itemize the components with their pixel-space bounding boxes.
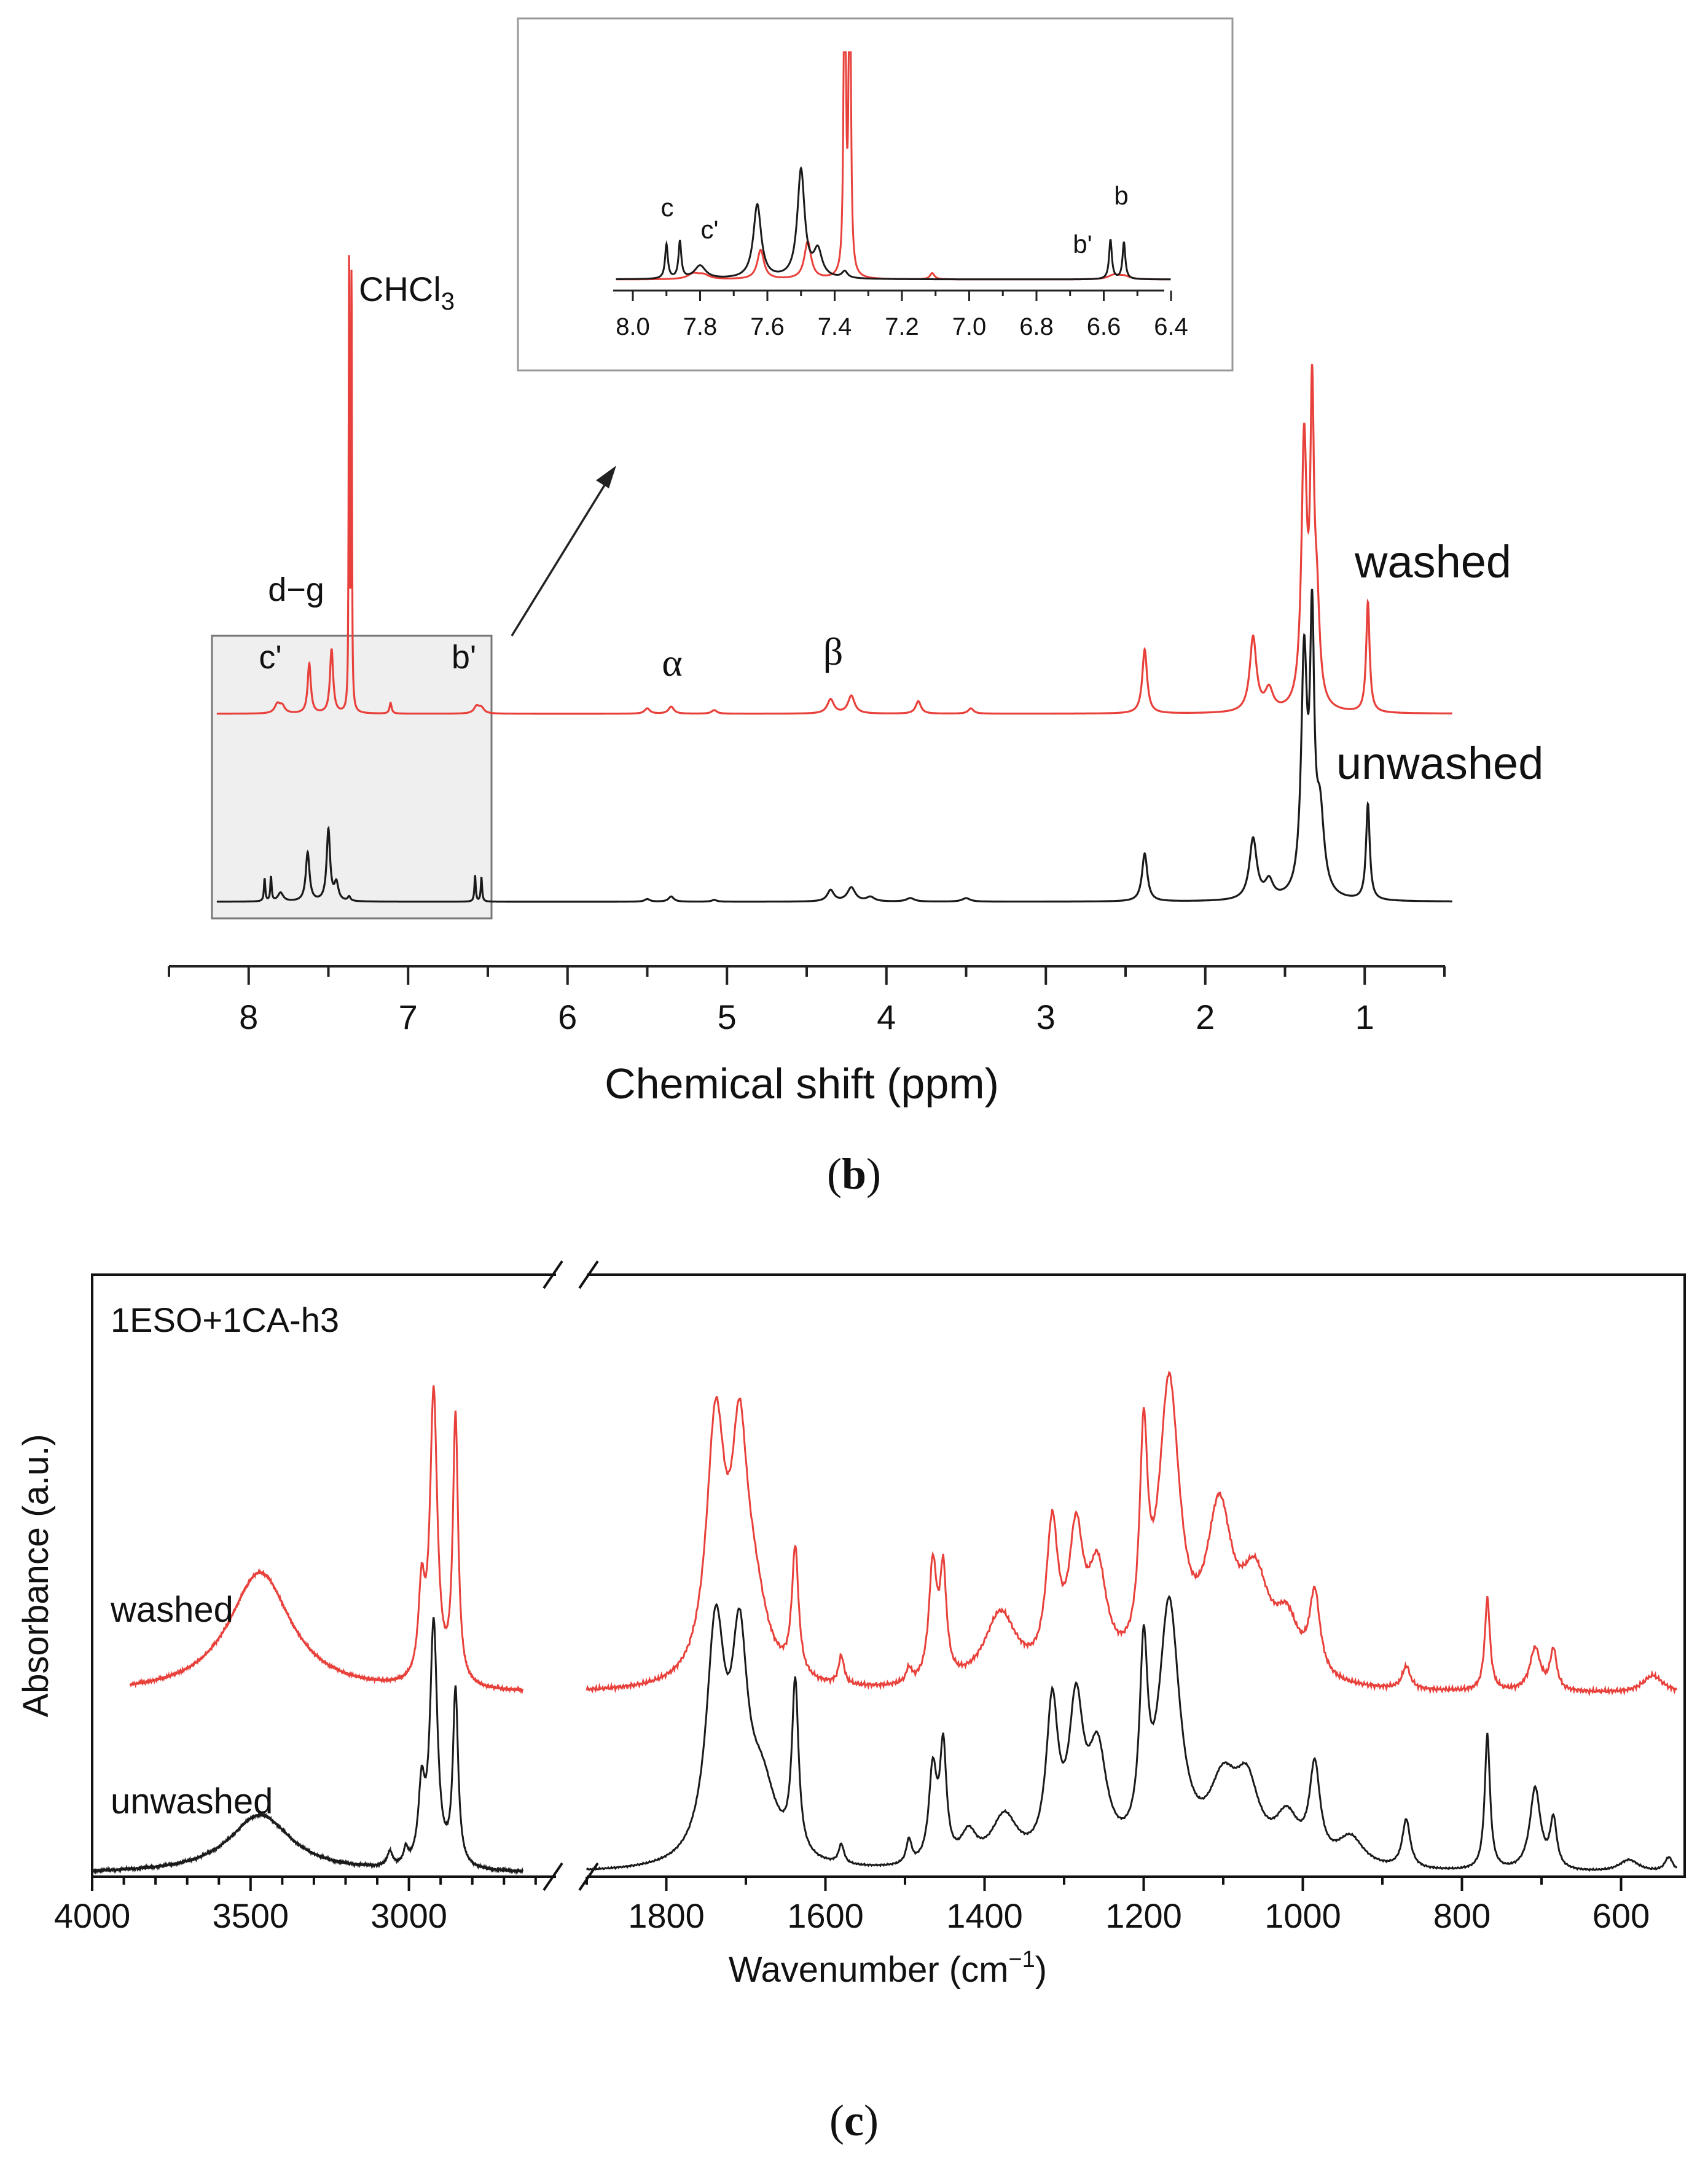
nmr-series-label-unwashed: unwashed bbox=[1336, 738, 1543, 789]
ftir-tick-label: 800 bbox=[1433, 1896, 1491, 1935]
inset-tick-label: 7.4 bbox=[818, 313, 852, 340]
ftir-tick-label: 4000 bbox=[54, 1896, 131, 1935]
ftir-sample-title: 1ESO+1CA-h3 bbox=[111, 1300, 339, 1339]
nmr-x-axis-label: Chemical shift (ppm) bbox=[605, 1060, 999, 1108]
inset-arrow-head bbox=[596, 466, 616, 488]
panel-label-c: (c) bbox=[829, 2096, 879, 2145]
ftir-tick-label: 1800 bbox=[628, 1896, 705, 1935]
ftir-tick-label: 3500 bbox=[213, 1896, 289, 1935]
inset-tick-label: 7.2 bbox=[885, 313, 919, 340]
inset-tick-label: 7.8 bbox=[683, 313, 718, 340]
ftir-y-axis-label: Absorbance (a.u.) bbox=[16, 1434, 56, 1717]
nmr-label-c-prime: c' bbox=[259, 639, 281, 676]
inset-tick-label: 7.0 bbox=[952, 313, 987, 340]
nmr-label-chcl3: CHCl3 bbox=[359, 270, 455, 315]
inset-tick-label: 6.6 bbox=[1087, 313, 1121, 340]
nmr-tick-label: 8 bbox=[239, 998, 258, 1036]
nmr-x-ticks bbox=[168, 966, 1446, 985]
nmr-tick-label: 4 bbox=[877, 998, 896, 1036]
ftir-unwashed-line-right bbox=[586, 1595, 1678, 1872]
ftir-x-axis-label: Wavenumber (cm−1) bbox=[729, 1947, 1047, 1990]
ftir-frame bbox=[91, 1273, 1686, 1878]
inset-tick-label: 6.8 bbox=[1019, 313, 1054, 340]
inset-arrow bbox=[511, 479, 609, 636]
ftir-washed-line-right bbox=[586, 1370, 1678, 1697]
ftir-unwashed-line-left bbox=[92, 1617, 524, 1875]
nmr-x-tick-labels: 8 7 6 5 4 3 2 1 bbox=[239, 998, 1374, 1036]
inset-label-b-prime: b' bbox=[1073, 230, 1092, 259]
ftir-break-mark-bottom-2 bbox=[578, 1862, 599, 1891]
ftir-tick-label: 1000 bbox=[1264, 1896, 1341, 1935]
nmr-tick-label: 3 bbox=[1036, 998, 1056, 1036]
nmr-highlight-box bbox=[211, 635, 493, 920]
inset-tick-label: 8.0 bbox=[616, 313, 650, 340]
ftir-series-label-unwashed: unwashed bbox=[111, 1781, 273, 1821]
ftir-tick-label: 3000 bbox=[370, 1896, 447, 1935]
nmr-inset: 8.0 7.8 7.6 7.4 7.2 7.0 6.8 6.6 6.4 c c' b' b bbox=[517, 17, 1234, 372]
ftir-break-mark-top-2 bbox=[578, 1260, 599, 1289]
nmr-unwashed-line bbox=[216, 588, 1452, 903]
inset-x-tick-labels: 8.0 7.8 7.6 7.4 7.2 7.0 6.8 6.6 6.4 bbox=[616, 313, 1188, 340]
ftir-panel: 4000 3500 3000 1800 1600 1400 1200 1000 800 600 1… bbox=[16, 1260, 1686, 2145]
nmr-label-b-prime: b' bbox=[452, 639, 476, 676]
ftir-x-ticks bbox=[91, 1877, 1623, 1891]
ftir-tick-label: 600 bbox=[1592, 1896, 1650, 1935]
nmr-tick-label: 1 bbox=[1355, 998, 1374, 1036]
nmr-label-alpha: α bbox=[662, 641, 683, 684]
nmr-tick-label: 7 bbox=[399, 998, 418, 1036]
ftir-series-label-washed: washed bbox=[110, 1590, 233, 1630]
ftir-x-tick-labels: 4000 3500 3000 1800 1600 1400 1200 1000 800 600 bbox=[54, 1896, 1650, 1935]
inset-tick-label: 6.4 bbox=[1154, 313, 1188, 340]
ftir-washed-line-left bbox=[129, 1385, 524, 1694]
inset-label-c-prime: c' bbox=[700, 215, 718, 244]
ftir-break-mark-top-1 bbox=[543, 1260, 563, 1289]
panel-label-b: (b) bbox=[827, 1149, 881, 1198]
inset-unwashed-line bbox=[616, 166, 1171, 281]
inset-tick-label: 7.6 bbox=[750, 313, 785, 340]
ftir-break-gap bbox=[556, 1265, 587, 1886]
ftir-tick-label: 1400 bbox=[946, 1896, 1023, 1935]
inset-x-ticks bbox=[632, 291, 1172, 301]
nmr-tick-label: 5 bbox=[718, 998, 737, 1036]
nmr-tick-label: 2 bbox=[1196, 998, 1215, 1036]
ftir-tick-label: 1200 bbox=[1105, 1896, 1182, 1935]
ftir-tick-label: 1600 bbox=[787, 1896, 864, 1935]
inset-frame bbox=[517, 17, 1234, 372]
nmr-washed-line bbox=[216, 255, 1452, 715]
nmr-series-label-washed: washed bbox=[1354, 536, 1511, 587]
nmr-tick-label: 6 bbox=[558, 998, 577, 1036]
ftir-break-mark-bottom-1 bbox=[543, 1862, 563, 1891]
nmr-label-d-g: d−g bbox=[268, 571, 324, 608]
nmr-label-beta: β bbox=[823, 630, 844, 673]
inset-label-b: b bbox=[1114, 181, 1128, 210]
inset-label-c: c bbox=[661, 193, 674, 222]
